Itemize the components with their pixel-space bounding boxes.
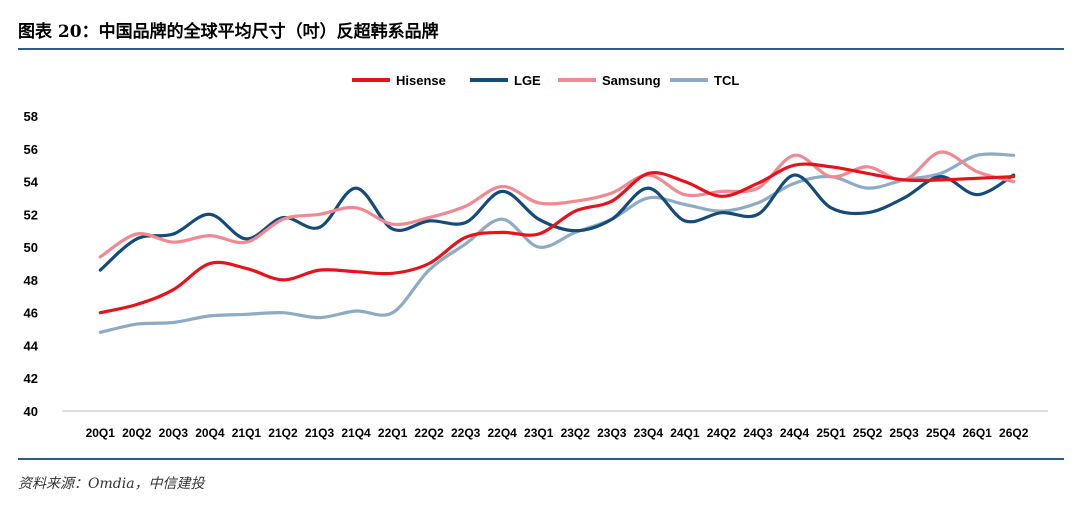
x-tick-label: 24Q4 bbox=[780, 426, 810, 440]
line-chart: Hisense LGE Samsung TCL 40 42 44 46 48 50 52 54 56 5… bbox=[24, 73, 1048, 440]
x-tick-label: 22Q4 bbox=[488, 426, 518, 440]
x-tick-label: 26Q1 bbox=[963, 426, 993, 440]
legend-label-lge: LGE bbox=[514, 73, 541, 88]
y-tick-label: 56 bbox=[24, 142, 38, 157]
y-tick-label: 42 bbox=[24, 371, 38, 386]
x-tick-label: 20Q4 bbox=[195, 426, 225, 440]
y-tick-label: 52 bbox=[24, 207, 38, 222]
x-tick-label: 25Q2 bbox=[853, 426, 883, 440]
x-tick-label: 23Q3 bbox=[597, 426, 627, 440]
x-tick-label: 22Q3 bbox=[451, 426, 481, 440]
x-tick-label: 26Q2 bbox=[999, 426, 1029, 440]
x-tick-label: 24Q1 bbox=[670, 426, 700, 440]
x-tick-label: 23Q4 bbox=[634, 426, 664, 440]
series-line-hisense bbox=[98, 162, 1016, 315]
x-tick-label: 20Q3 bbox=[159, 426, 189, 440]
x-tick-label: 20Q1 bbox=[86, 426, 116, 440]
x-tick-label: 25Q4 bbox=[926, 426, 956, 440]
x-tick-label: 21Q4 bbox=[341, 426, 371, 440]
series-line-samsung bbox=[98, 150, 1016, 259]
y-tick-label: 50 bbox=[24, 240, 38, 255]
source-note: 资料来源：Omdia，中信建投 bbox=[18, 476, 205, 492]
x-tick-label: 22Q1 bbox=[378, 426, 408, 440]
figure-title: 图表 20：中国品牌的全球平均尺寸（吋）反超韩系品牌 bbox=[18, 22, 439, 42]
x-tick-label: 23Q1 bbox=[524, 426, 554, 440]
x-tick-label: 21Q1 bbox=[232, 426, 262, 440]
series-line-lge bbox=[98, 173, 1016, 272]
x-tick-label: 24Q2 bbox=[707, 426, 737, 440]
y-tick-label: 54 bbox=[24, 175, 39, 190]
legend-label-samsung: Samsung bbox=[602, 73, 661, 88]
chart-axes: 40 42 44 46 48 50 52 54 56 58 20Q1 20Q2 20Q3 20Q4 21Q1… bbox=[24, 109, 1048, 440]
x-tick-label: 22Q2 bbox=[414, 426, 444, 440]
x-tick-label: 24Q3 bbox=[743, 426, 773, 440]
y-tick-label: 48 bbox=[24, 273, 38, 288]
legend: Hisense LGE Samsung TCL bbox=[352, 73, 739, 88]
footer-rule bbox=[18, 458, 1064, 460]
title-rule bbox=[18, 48, 1064, 50]
chart-series bbox=[98, 150, 1016, 334]
x-tick-label: 20Q2 bbox=[122, 426, 152, 440]
y-tick-label: 40 bbox=[24, 404, 38, 419]
x-tick-label: 25Q1 bbox=[816, 426, 846, 440]
x-tick-label: 21Q3 bbox=[305, 426, 335, 440]
series-line-tcl bbox=[98, 152, 1016, 334]
y-tick-label: 58 bbox=[24, 109, 38, 124]
y-tick-label: 46 bbox=[24, 306, 38, 321]
x-tick-label: 25Q3 bbox=[889, 426, 919, 440]
y-tick-label: 44 bbox=[24, 338, 39, 353]
legend-label-hisense: Hisense bbox=[396, 73, 446, 88]
legend-label-tcl: TCL bbox=[714, 73, 739, 88]
x-tick-label: 23Q2 bbox=[561, 426, 591, 440]
x-tick-label: 21Q2 bbox=[268, 426, 298, 440]
